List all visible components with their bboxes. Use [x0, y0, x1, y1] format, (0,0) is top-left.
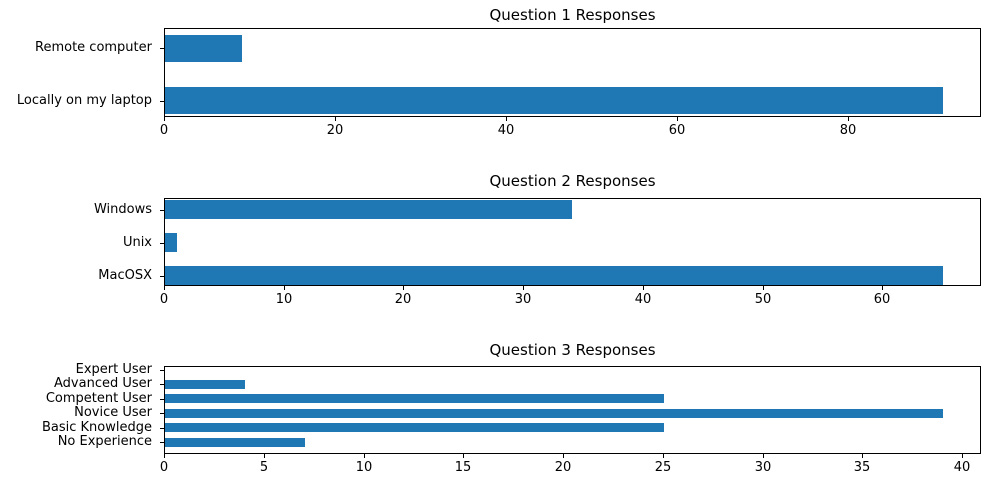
x-tick-mark	[862, 454, 863, 458]
x-axis-tick-label: 30	[514, 292, 532, 307]
y-tick-mark	[160, 413, 164, 414]
y-axis-category-label: Remote computer	[35, 40, 152, 55]
x-tick-mark	[164, 454, 165, 458]
x-tick-mark	[506, 117, 507, 121]
plot-area	[164, 28, 981, 117]
plot-area	[164, 198, 981, 286]
bar-competent-user	[165, 394, 664, 403]
y-axis-category-label: Competent User	[45, 390, 152, 406]
bar-windows	[165, 200, 572, 219]
bar-unix	[165, 233, 177, 252]
y-tick-mark	[160, 209, 164, 211]
y-tick-mark	[160, 48, 164, 49]
x-axis-tick-label: 0	[159, 292, 169, 307]
x-axis-tick-label: 40	[953, 460, 971, 475]
x-tick-mark	[763, 454, 764, 458]
y-axis-category-label: Windows	[93, 201, 152, 217]
bar-no-experience	[165, 437, 305, 447]
chart-title: Question 3 Responses	[489, 341, 656, 359]
x-tick-mark	[335, 117, 336, 121]
x-tick-mark	[164, 117, 165, 121]
x-axis-tick-label: 0	[159, 460, 169, 475]
x-axis-tick-label: 10	[275, 292, 293, 307]
y-tick-mark	[160, 384, 164, 385]
bar-locally-on-my-laptop	[165, 87, 943, 114]
y-axis-category-label: MacOSX	[98, 267, 152, 283]
x-tick-mark	[663, 454, 664, 458]
x-tick-mark	[643, 286, 644, 290]
x-tick-mark	[848, 117, 849, 121]
y-axis-category-label: Expert User	[75, 361, 152, 377]
y-axis-category-label: Locally on my laptop	[16, 92, 152, 108]
y-tick-mark	[160, 442, 164, 443]
x-axis-tick-label: 20	[394, 292, 412, 307]
x-axis-tick-label: 40	[634, 292, 652, 307]
x-axis-tick-label: 20	[554, 460, 572, 475]
x-tick-mark	[164, 286, 165, 290]
y-axis-category-label: Advanced User	[54, 376, 152, 391]
y-axis-category-label: Novice User	[74, 405, 152, 420]
x-tick-mark	[882, 286, 883, 290]
x-axis-tick-label: 80	[839, 123, 857, 138]
x-tick-mark	[962, 454, 963, 458]
plot-area	[164, 366, 981, 454]
y-tick-mark	[160, 427, 164, 429]
x-tick-mark	[284, 286, 285, 290]
x-axis-tick-label: 30	[754, 460, 772, 475]
x-axis-tick-label: 60	[668, 123, 686, 138]
x-axis-tick-label: 5	[259, 460, 269, 475]
y-tick-mark	[160, 275, 164, 277]
y-tick-mark	[160, 242, 164, 244]
x-axis-tick-label: 15	[454, 460, 472, 475]
bar-basic-knowledge	[165, 423, 664, 432]
x-tick-mark	[763, 286, 764, 290]
chart-title: Question 1 Responses	[489, 6, 656, 24]
bar-macosx	[165, 266, 943, 285]
x-tick-mark	[677, 117, 678, 121]
y-tick-mark	[160, 398, 164, 400]
x-tick-mark	[403, 286, 404, 290]
x-tick-mark	[463, 454, 464, 458]
x-axis-tick-label: 10	[355, 460, 373, 475]
y-axis-category-label: No Experience	[57, 434, 152, 449]
y-axis-category-label: Basic Knowledge	[41, 419, 152, 435]
y-tick-mark	[160, 100, 164, 102]
x-axis-tick-label: 25	[654, 460, 672, 475]
x-tick-mark	[563, 454, 564, 458]
x-tick-mark	[264, 454, 265, 458]
x-axis-tick-label: 60	[873, 292, 891, 307]
y-tick-mark	[160, 369, 164, 371]
x-axis-tick-label: 20	[326, 123, 344, 138]
x-axis-tick-label: 40	[497, 123, 515, 138]
x-axis-tick-label: 50	[754, 292, 772, 307]
y-axis-category-label: Unix	[122, 234, 152, 250]
bar-novice-user	[165, 408, 943, 418]
x-axis-tick-label: 35	[853, 460, 871, 475]
bar-advanced-user	[165, 379, 245, 389]
x-axis-tick-label: 0	[159, 123, 169, 138]
chart-title: Question 2 Responses	[489, 172, 656, 190]
x-tick-mark	[364, 454, 365, 458]
x-tick-mark	[523, 286, 524, 290]
bar-remote-computer	[165, 34, 242, 62]
